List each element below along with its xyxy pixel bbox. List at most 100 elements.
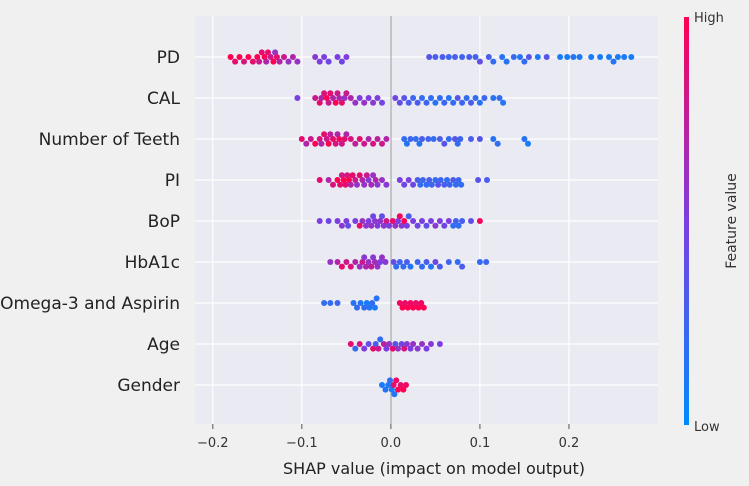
shap-point (499, 54, 506, 60)
shap-point (303, 140, 310, 147)
shap-point (403, 140, 410, 147)
shap-point (316, 58, 323, 65)
shap-point (321, 90, 328, 97)
shap-point (476, 136, 483, 142)
shap-point (281, 54, 287, 60)
shap-point (341, 95, 348, 101)
shap-point (365, 177, 372, 183)
shap-point (441, 99, 448, 106)
shap-point (365, 218, 372, 224)
shap-point (330, 181, 336, 188)
shap-point (490, 95, 497, 101)
shap-point (359, 177, 366, 183)
feature-label: BoP (148, 212, 180, 232)
shap-point (454, 95, 461, 101)
shap-point (428, 95, 434, 101)
shap-point (423, 222, 430, 229)
shap-point (321, 300, 328, 306)
shap-point (410, 304, 417, 311)
shap-point (455, 222, 462, 229)
shap-point (368, 181, 375, 188)
shap-point (386, 222, 393, 229)
shap-point (405, 177, 412, 183)
shap-point (435, 181, 442, 188)
shap-point (472, 54, 479, 60)
shap-point (356, 136, 363, 142)
shap-point (576, 54, 583, 60)
shap-point (347, 95, 354, 101)
shap-point (415, 304, 422, 311)
shap-point (496, 95, 503, 101)
shap-point (423, 99, 430, 106)
shap-point (344, 172, 351, 179)
shap-point (340, 177, 347, 183)
shap-point (396, 99, 403, 106)
shap-point (370, 99, 377, 106)
shap-point (439, 54, 446, 60)
shap-point (379, 140, 385, 147)
shap-point (445, 218, 452, 224)
shap-point (476, 259, 483, 265)
shap-point (419, 341, 425, 347)
shap-point (597, 54, 604, 60)
shap-point (404, 304, 411, 311)
colorbar-high-label: High (694, 11, 724, 26)
shap-point (343, 131, 350, 138)
shap-point (380, 222, 387, 229)
shap-point (403, 259, 410, 265)
shap-point (336, 136, 343, 142)
shap-point (420, 304, 427, 311)
shap-point (396, 300, 403, 306)
shap-point (356, 172, 363, 179)
points-layer (227, 49, 635, 398)
shap-point (570, 54, 577, 60)
shap-point (338, 172, 345, 179)
feature-label: PI (165, 171, 180, 191)
shap-point (398, 341, 405, 347)
shap-point (256, 58, 263, 65)
shap-point (418, 300, 425, 306)
shap-point (330, 136, 336, 142)
shap-point (423, 345, 430, 352)
shap-point (436, 95, 443, 101)
x-axis-label: SHAP value (impact on model output) (283, 459, 585, 478)
shap-point (405, 99, 412, 106)
shap-point (414, 345, 421, 352)
shap-point (325, 58, 332, 65)
shap-point (372, 341, 379, 347)
shap-point (380, 341, 387, 347)
shap-point (316, 218, 323, 224)
shap-point (396, 259, 403, 265)
shap-point (490, 136, 497, 142)
shap-point (543, 54, 550, 60)
shap-point (377, 259, 384, 265)
plot-area (195, 16, 658, 424)
shap-point (334, 131, 341, 138)
shap-point (403, 382, 409, 388)
feature-label: Number of Teeth (39, 130, 180, 150)
shap-point (294, 58, 301, 65)
shap-point (430, 136, 437, 142)
shap-point (347, 136, 354, 142)
shap-point (423, 181, 430, 188)
shap-point (312, 140, 319, 147)
shap-point (410, 218, 417, 224)
shap-point (414, 259, 421, 265)
shap-point (332, 140, 339, 147)
feature-label: PD (157, 48, 180, 68)
shap-point (395, 345, 401, 352)
shap-point (325, 99, 332, 106)
shap-point (334, 218, 341, 224)
shap-point (452, 54, 458, 60)
shap-point (316, 177, 323, 183)
shap-point (392, 95, 399, 101)
shap-point (397, 382, 404, 388)
shap-point (441, 181, 448, 188)
shap-point (263, 58, 270, 65)
shap-point (432, 222, 439, 229)
shap-point (383, 181, 390, 188)
shap-point (261, 54, 268, 60)
shap-point (407, 345, 414, 352)
feature-label: HbA1c (125, 253, 180, 273)
